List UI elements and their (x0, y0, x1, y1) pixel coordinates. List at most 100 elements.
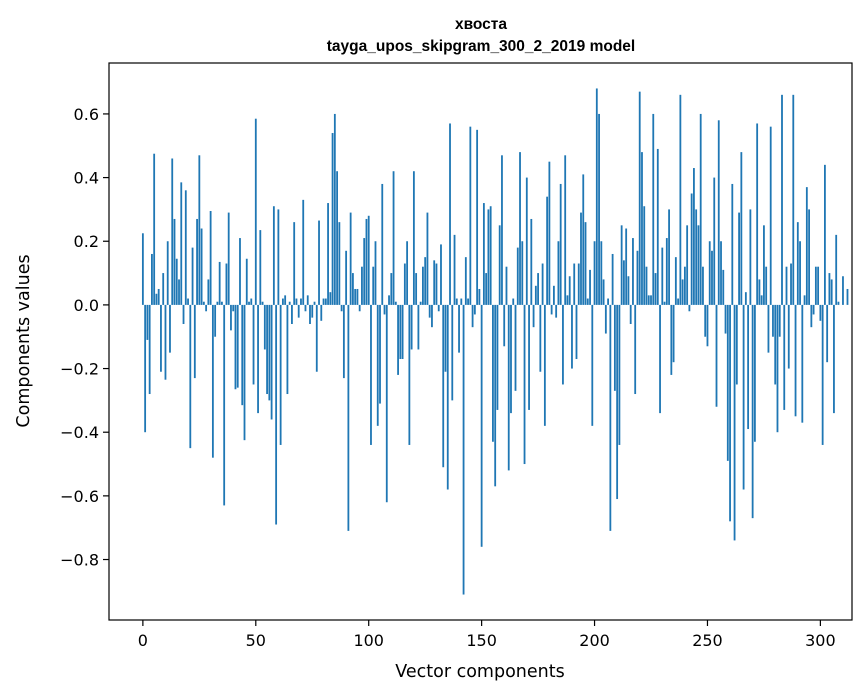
bar (141, 233, 144, 305)
bar (182, 304, 185, 324)
bar (275, 304, 278, 525)
bar (532, 304, 535, 328)
bar (602, 279, 605, 305)
bar (575, 304, 578, 360)
bar (354, 288, 357, 305)
bar (690, 193, 693, 305)
bar (501, 155, 503, 305)
bar (654, 273, 657, 305)
bar (625, 228, 628, 305)
bar (550, 304, 553, 315)
bar (394, 301, 397, 305)
bar (507, 304, 510, 471)
bar (431, 304, 433, 328)
bar (333, 113, 336, 305)
bar (331, 133, 334, 305)
bar (487, 209, 490, 305)
bar (634, 304, 637, 395)
y-tick-label: 0.2 (74, 232, 99, 251)
bar (410, 304, 413, 350)
bar (347, 304, 350, 531)
bar (471, 304, 474, 328)
x-tick-label: 300 (805, 631, 836, 650)
bar (311, 304, 314, 318)
chart-title-line1: хвоста (455, 16, 507, 33)
bar (209, 211, 212, 305)
bar (609, 304, 612, 531)
bar (153, 153, 156, 305)
bar (731, 183, 734, 305)
bar (340, 304, 343, 312)
bar (772, 304, 774, 337)
bar (444, 304, 447, 372)
bar (320, 304, 323, 321)
bar (769, 126, 772, 305)
bar (665, 238, 668, 305)
bar (781, 94, 783, 305)
bar (300, 298, 302, 305)
bar (148, 304, 151, 395)
bar (392, 171, 395, 305)
bar (837, 301, 840, 305)
bar (492, 304, 494, 442)
bar (171, 158, 174, 305)
bar (191, 247, 194, 305)
bar (774, 304, 777, 385)
bar (460, 298, 463, 305)
bar (428, 304, 431, 318)
bar (345, 250, 348, 305)
x-axis: 0 50 100 150 200 250 300 (138, 620, 836, 650)
bar (462, 304, 465, 595)
bar (828, 273, 831, 305)
bar (412, 171, 415, 305)
bar (252, 304, 255, 385)
bar (363, 238, 366, 305)
bar (557, 241, 560, 305)
bar (543, 304, 546, 426)
bar (358, 304, 361, 312)
bar (297, 304, 300, 318)
bar (291, 304, 293, 324)
bar (534, 285, 537, 305)
bar (230, 304, 232, 331)
bar (281, 298, 284, 305)
bar (817, 266, 820, 305)
bar (803, 295, 806, 305)
y-tick-label: −0.4 (60, 423, 99, 442)
x-tick-label: 250 (692, 631, 723, 650)
bar (713, 177, 716, 305)
bar (564, 155, 567, 305)
bar (751, 304, 754, 519)
bar (636, 250, 639, 305)
bar (573, 263, 576, 305)
bar (437, 304, 440, 312)
bar (223, 304, 226, 506)
bar (214, 304, 217, 337)
bar (824, 164, 826, 305)
bar (756, 123, 759, 305)
bar (352, 273, 354, 305)
bar (426, 212, 429, 305)
bar (261, 301, 264, 305)
bar (683, 266, 686, 305)
y-tick-label: −0.8 (60, 551, 99, 570)
bar (473, 304, 476, 315)
bar (173, 218, 176, 305)
bar (787, 304, 790, 369)
bar (379, 304, 381, 404)
bar (408, 304, 411, 445)
bar (225, 263, 228, 305)
bar (623, 260, 625, 305)
bar (733, 304, 736, 541)
bar (166, 241, 169, 305)
bar (808, 209, 810, 305)
bar (810, 304, 813, 328)
bar (740, 152, 743, 305)
bar (814, 266, 817, 305)
bar (659, 304, 661, 414)
bar (250, 298, 253, 305)
bar (266, 304, 268, 395)
bar (790, 263, 792, 305)
bar (322, 298, 325, 305)
bar (313, 301, 316, 305)
